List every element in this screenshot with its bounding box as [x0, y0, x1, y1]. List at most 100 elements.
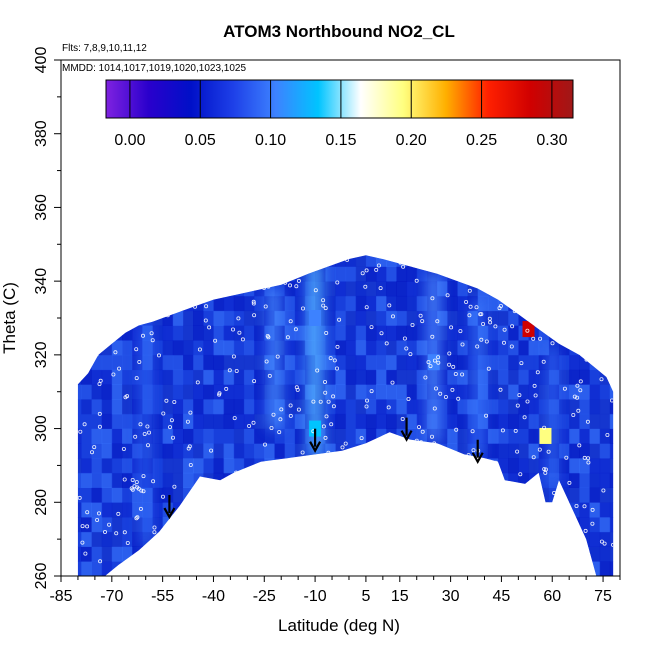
heat-cell	[264, 255, 275, 267]
heat-cell	[172, 295, 184, 312]
heat-cell	[467, 531, 479, 547]
heat-cell	[437, 487, 448, 503]
heat-cell	[335, 295, 347, 312]
heat-cell	[132, 325, 143, 341]
heat-cell	[569, 281, 580, 297]
heat-cell	[426, 487, 438, 503]
heat-cell	[213, 487, 225, 503]
sample-point	[608, 259, 613, 264]
heat-cell	[386, 458, 397, 474]
heat-cell	[214, 237, 225, 252]
heat-cell	[101, 255, 113, 267]
heat-cell	[61, 340, 72, 355]
heat-cell	[549, 237, 560, 252]
heat-cell	[223, 458, 235, 474]
heat-cell	[111, 310, 123, 326]
heat-cell	[233, 458, 245, 474]
heat-cell	[61, 325, 72, 340]
heat-cell	[538, 472, 550, 488]
sample-point	[418, 313, 423, 318]
heat-cell	[162, 310, 174, 326]
heat-cell	[396, 266, 408, 282]
sample-point	[379, 331, 384, 336]
sample-point	[98, 378, 103, 383]
heat-cell	[579, 310, 590, 326]
heat-cell	[589, 255, 601, 267]
heat-cell	[213, 281, 225, 297]
heat-cell	[61, 252, 72, 267]
heat-cell	[508, 472, 519, 488]
heat-cell	[132, 546, 143, 562]
heat-cell	[437, 281, 448, 297]
heat-cell	[152, 487, 164, 503]
heat-cell	[609, 517, 614, 533]
heat-cell	[193, 487, 204, 503]
heat-cell	[243, 458, 255, 474]
heat-cell	[304, 255, 316, 267]
heat-cell	[294, 502, 306, 518]
heat-cell	[162, 458, 174, 474]
heat-cell	[518, 413, 530, 429]
sample-point	[582, 455, 587, 460]
sample-point	[217, 392, 222, 397]
heat-cell	[528, 443, 540, 459]
sample-point	[486, 366, 491, 371]
sample-point	[347, 534, 352, 539]
sample-point	[294, 385, 299, 390]
heat-cell	[233, 487, 245, 503]
sample-point	[447, 351, 452, 356]
sample-point	[416, 425, 421, 430]
sample-point	[542, 425, 547, 430]
heat-cell	[142, 310, 153, 326]
heat-cell	[447, 443, 458, 459]
heat-cell	[579, 384, 590, 400]
sample-point	[364, 404, 369, 409]
x-tick-label: -25	[253, 588, 276, 605]
heat-cell	[599, 413, 611, 429]
sample-point	[335, 280, 340, 285]
heat-cell	[477, 561, 489, 576]
sample-point	[122, 530, 127, 535]
heat-cell	[152, 354, 164, 371]
heat-cell	[122, 237, 133, 252]
sample-point	[288, 403, 293, 408]
heat-cell	[203, 443, 214, 459]
heat-cell	[599, 472, 611, 488]
heat-cell	[406, 255, 418, 267]
sample-point	[350, 495, 355, 500]
heat-cell	[518, 281, 530, 297]
heat-cell	[437, 458, 448, 474]
sample-point	[461, 256, 466, 261]
sample-point	[555, 302, 560, 307]
sample-point	[406, 440, 411, 445]
heat-cell	[152, 325, 164, 341]
heat-cell	[254, 531, 265, 547]
sample-point	[537, 544, 542, 549]
heat-cell	[172, 413, 184, 429]
heat-cell	[162, 281, 174, 297]
heat-cell	[416, 340, 428, 356]
sample-point	[404, 525, 409, 530]
heat-cell	[508, 325, 519, 341]
sample-point	[77, 274, 82, 279]
heat-cell	[487, 443, 499, 459]
heat-cell	[355, 325, 367, 341]
heat-cell	[223, 369, 235, 385]
heat-cell	[406, 266, 418, 282]
heat-cell	[478, 237, 489, 252]
heat-cell	[91, 281, 103, 297]
heat-cell	[284, 354, 296, 371]
sample-point	[509, 344, 514, 349]
heat-cell	[294, 384, 306, 400]
heat-cell	[589, 428, 601, 444]
sample-point	[157, 556, 162, 561]
heat-cell	[355, 310, 367, 326]
sample-point	[518, 529, 523, 534]
heat-cell	[528, 472, 540, 488]
heat-cell	[77, 369, 82, 385]
heat-cell	[233, 428, 245, 444]
sample-point	[328, 356, 333, 361]
heat-cell	[294, 310, 306, 326]
sample-point	[141, 474, 146, 479]
heat-cell	[365, 266, 377, 282]
